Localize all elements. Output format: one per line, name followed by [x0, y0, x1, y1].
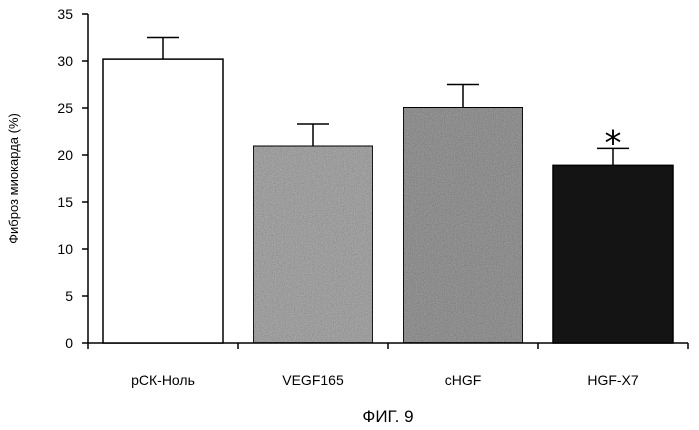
y-axis-label: Фиброз миокарда (%)	[6, 113, 21, 244]
bar-1	[103, 59, 223, 343]
y-tick-label: 15	[57, 194, 73, 210]
y-tick-label: 20	[57, 147, 73, 163]
bar-3	[403, 107, 523, 343]
bars: рСК-Ноль VEGF165 cHGF HGF-X7 *	[103, 38, 673, 389]
y-tick-label: 35	[57, 6, 73, 22]
x-category-label: VEGF165	[282, 372, 344, 388]
y-tick-label: 30	[57, 53, 73, 69]
figure-caption: ФИГ. 9	[362, 407, 413, 426]
y-axis: 0 5 10 15 20 25 30 35	[57, 6, 88, 351]
significance-marker: *	[605, 123, 622, 163]
x-axis	[88, 343, 688, 349]
y-tick-label: 5	[65, 288, 73, 304]
x-category-label: рСК-Ноль	[131, 372, 195, 388]
bar-2	[253, 146, 373, 343]
x-category-label: HGF-X7	[587, 372, 639, 388]
x-category-label: cHGF	[445, 372, 482, 388]
y-tick-label: 0	[65, 335, 73, 351]
bar-4	[553, 165, 673, 343]
y-tick-label: 10	[57, 241, 73, 257]
y-tick-label: 25	[57, 100, 73, 116]
